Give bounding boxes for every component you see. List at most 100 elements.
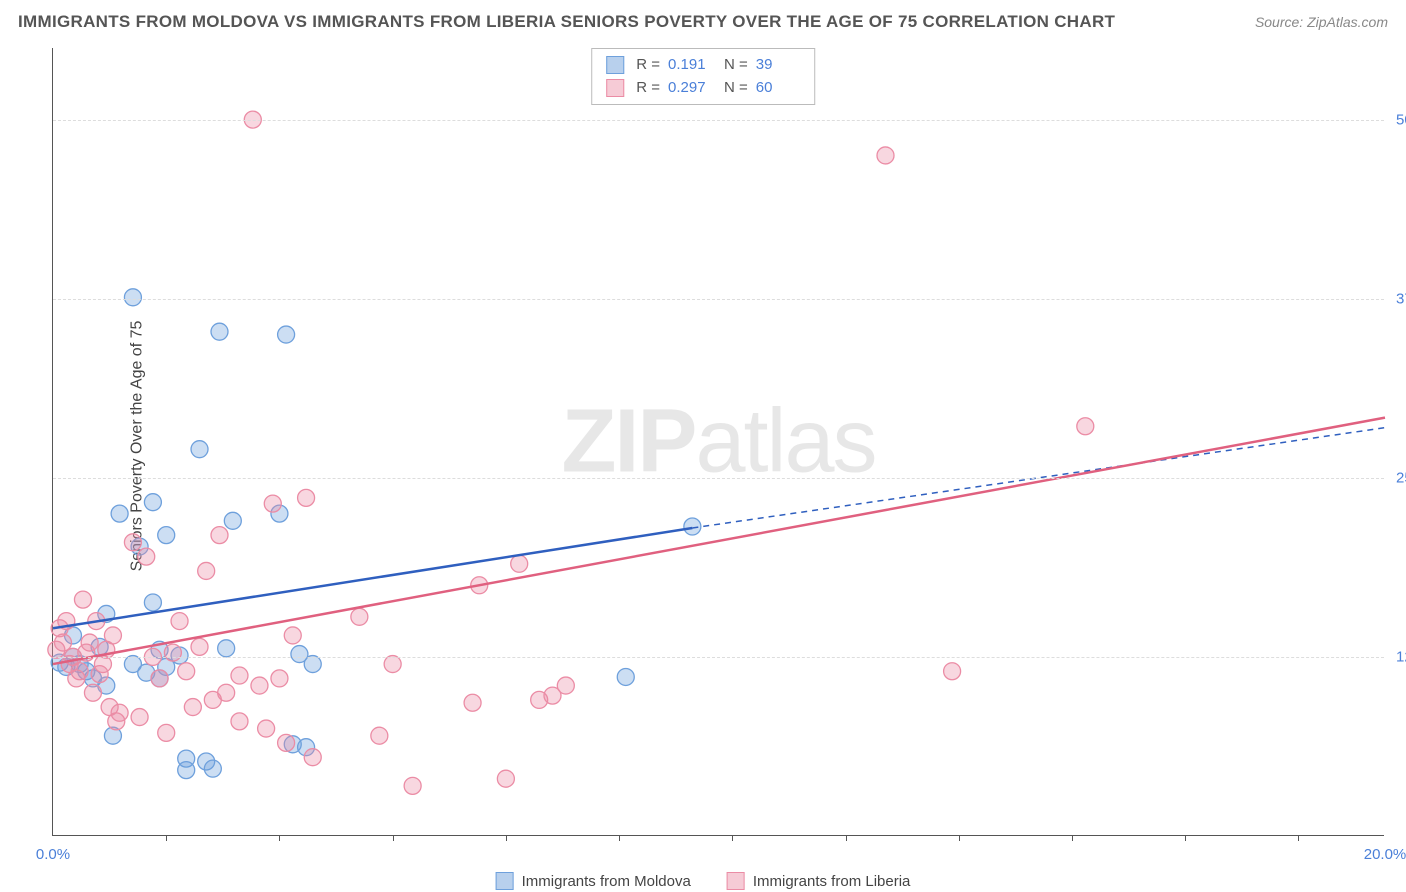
data-point: [198, 562, 215, 579]
data-point: [278, 326, 295, 343]
data-point: [71, 663, 88, 680]
data-point: [404, 777, 421, 794]
x-tick-mark: [393, 835, 394, 841]
data-point: [144, 594, 161, 611]
x-tick-mark: [619, 835, 620, 841]
data-point: [231, 713, 248, 730]
x-tick-label: 20.0%: [1364, 846, 1406, 863]
legend-n-value: 60: [756, 77, 800, 100]
data-point: [258, 720, 275, 737]
data-point: [84, 684, 101, 701]
legend-row: R = 0.297 N = 60: [606, 77, 800, 100]
chart-title: IMMIGRANTS FROM MOLDOVA VS IMMIGRANTS FR…: [18, 12, 1115, 32]
legend-r-value: 0.191: [668, 54, 712, 77]
data-point: [178, 762, 195, 779]
x-tick-mark: [1185, 835, 1186, 841]
legend-swatch: [606, 79, 624, 97]
data-point: [158, 724, 175, 741]
data-point: [271, 670, 288, 687]
data-point: [278, 734, 295, 751]
data-point: [144, 494, 161, 511]
data-point: [284, 627, 301, 644]
x-tick-mark: [166, 835, 167, 841]
data-point: [944, 663, 961, 680]
data-point: [304, 749, 321, 766]
y-tick-label: 50.0%: [1392, 109, 1406, 130]
data-point: [224, 512, 241, 529]
gridline: [53, 657, 1384, 658]
x-tick-label: 0.0%: [36, 846, 70, 863]
data-point: [81, 634, 98, 651]
gridline: [53, 120, 1384, 121]
data-point: [131, 709, 148, 726]
data-point: [178, 663, 195, 680]
y-tick-label: 25.0%: [1392, 467, 1406, 488]
data-point: [211, 323, 228, 340]
data-point: [184, 699, 201, 716]
data-point: [124, 534, 141, 551]
legend-swatch: [606, 56, 624, 74]
data-point: [111, 704, 128, 721]
gridline: [53, 478, 1384, 479]
data-point: [218, 684, 235, 701]
x-tick-mark: [506, 835, 507, 841]
data-point: [464, 694, 481, 711]
data-point: [191, 638, 208, 655]
trend-line: [53, 418, 1385, 664]
legend-series-item: Immigrants from Moldova: [496, 872, 691, 890]
data-point: [204, 760, 221, 777]
legend-n-value: 39: [756, 54, 800, 77]
data-point: [164, 644, 181, 661]
data-point: [304, 656, 321, 673]
gridline: [53, 299, 1384, 300]
data-point: [104, 627, 121, 644]
x-tick-mark: [1072, 835, 1073, 841]
legend-n-label: N =: [724, 54, 748, 77]
data-point: [171, 613, 188, 630]
legend-r-value: 0.297: [668, 77, 712, 100]
data-point: [684, 518, 701, 535]
legend-series-label: Immigrants from Moldova: [522, 873, 691, 890]
legend-swatch: [727, 872, 745, 890]
y-tick-label: 37.5%: [1392, 288, 1406, 309]
data-point: [497, 770, 514, 787]
data-point: [158, 527, 175, 544]
x-tick-mark: [959, 835, 960, 841]
data-point: [1077, 418, 1094, 435]
data-point: [511, 555, 528, 572]
x-tick-mark: [279, 835, 280, 841]
data-point: [151, 670, 168, 687]
chart-svg: [53, 48, 1384, 835]
data-point: [557, 677, 574, 694]
data-point: [251, 677, 268, 694]
data-point: [371, 727, 388, 744]
data-point: [877, 147, 894, 164]
y-tick-label: 12.5%: [1392, 646, 1406, 667]
data-point: [218, 640, 235, 657]
legend-r-label: R =: [636, 77, 660, 100]
legend-series-label: Immigrants from Liberia: [753, 873, 911, 890]
trend-line: [53, 528, 692, 628]
data-point: [191, 441, 208, 458]
data-point: [264, 495, 281, 512]
legend-series: Immigrants from Moldova Immigrants from L…: [496, 872, 911, 890]
source-label: Source: ZipAtlas.com: [1255, 14, 1388, 30]
data-point: [111, 505, 128, 522]
legend-swatch: [496, 872, 514, 890]
data-point: [384, 656, 401, 673]
data-point: [138, 548, 155, 565]
data-point: [617, 668, 634, 685]
data-point: [74, 591, 91, 608]
legend-n-label: N =: [724, 77, 748, 100]
x-tick-mark: [732, 835, 733, 841]
data-point: [351, 608, 368, 625]
legend-r-label: R =: [636, 54, 660, 77]
data-point: [231, 667, 248, 684]
legend-correlation: R = 0.191 N = 39 R = 0.297 N = 60: [591, 48, 815, 105]
legend-series-item: Immigrants from Liberia: [727, 872, 911, 890]
data-point: [54, 634, 71, 651]
x-tick-mark: [1298, 835, 1299, 841]
plot-area: ZIPatlas 12.5%25.0%37.5%50.0%0.0%20.0%: [52, 48, 1384, 836]
data-point: [298, 489, 315, 506]
data-point: [211, 527, 228, 544]
